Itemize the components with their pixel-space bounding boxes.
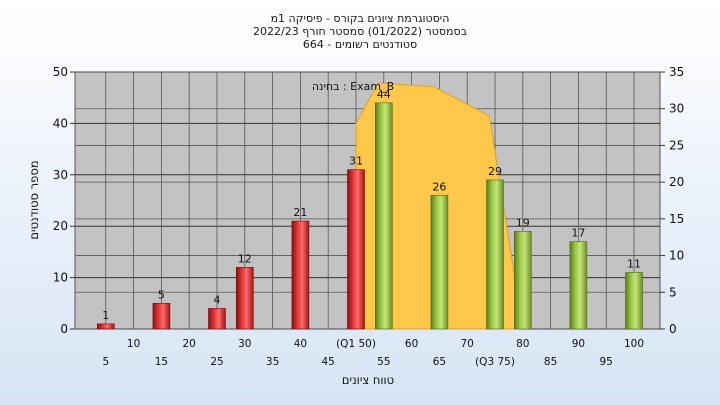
y-tick-label: 20: [53, 219, 68, 233]
x-tick-lower: (Q3 75): [475, 356, 515, 368]
y2-tick-label: 25: [669, 138, 684, 152]
bar-label-65: 26: [432, 180, 446, 193]
y-tick-label: 10: [53, 271, 68, 285]
y2-tick-label: 20: [669, 175, 684, 189]
x-tick-lower: 85: [544, 356, 557, 368]
x-tick-upper: 80: [516, 338, 529, 350]
y-axis-title: מספר סטודנטים: [27, 160, 41, 239]
bar-5: [97, 323, 115, 330]
title-line-1: היסטוגרמת ציונים בקורס - פיסיקה 1מ: [271, 12, 450, 25]
bar-label-15: 5: [158, 288, 165, 301]
x-tick-upper: 60: [405, 338, 418, 350]
bar-75: [486, 179, 504, 330]
bar-label-25: 4: [214, 293, 221, 306]
bar-labels: 1 5 4 12 21 31 44 26 29 19 17 11: [102, 88, 641, 322]
y2-tick-label: 35: [669, 65, 684, 79]
y-tick-label: 0: [60, 322, 68, 336]
x-tick-lower: 15: [155, 356, 168, 368]
exam-label: בחינה : Exam_B: [312, 80, 394, 93]
bar-label-5: 1: [102, 309, 109, 322]
y-tick-label: 40: [53, 116, 68, 130]
bar-90: [569, 241, 588, 330]
bar-30: [236, 267, 254, 330]
bar-label-40: 21: [293, 206, 307, 219]
y2-tick-label: 5: [669, 285, 677, 299]
x-axis: 10 20 30 40 (Q1 50) 60 70 80 90 100 5 15 25 35 45 55 65 (…: [102, 338, 644, 368]
y-tick-label: 50: [53, 65, 68, 79]
title-line-2: בסמסטר (01/2022) סמסטר חורף 2022/23: [253, 25, 467, 38]
bar-50: [347, 169, 365, 330]
x-tick-upper: 90: [572, 338, 585, 350]
y2-tick-label: 10: [669, 249, 684, 263]
bar-65: [430, 195, 449, 330]
x-tick-lower: 45: [322, 356, 335, 368]
bar-label-80: 19: [516, 216, 530, 229]
x-tick-upper: 70: [461, 338, 474, 350]
bar-label-50: 31: [349, 155, 363, 168]
y2-tick-label: 15: [669, 212, 684, 226]
bar-label-75: 29: [488, 165, 502, 178]
x-tick-upper: 100: [624, 338, 644, 350]
x-tick-lower: 55: [377, 356, 390, 368]
x-tick-upper: 40: [294, 338, 307, 350]
x-tick-upper: (Q1 50): [336, 338, 376, 350]
bar-label-90: 17: [571, 227, 585, 240]
bar-80: [513, 231, 532, 330]
bar-label-30: 12: [238, 252, 252, 265]
x-axis-title: טווח ציונים: [342, 373, 394, 387]
bar-15: [152, 302, 171, 330]
y-tick-label: 30: [53, 168, 68, 182]
y-axis-left: 0 10 20 30 40 50: [53, 65, 75, 336]
bar-100: [625, 272, 643, 330]
chart-title: היסטוגרמת ציונים בקורס - פיסיקה 1מ בסמסט…: [253, 12, 467, 51]
x-tick-lower: 5: [102, 356, 109, 368]
title-line-3: סטודנטים רשומים - 664: [303, 38, 417, 51]
x-tick-lower: 95: [600, 356, 613, 368]
bar-25: [208, 308, 226, 330]
x-tick-upper: 30: [238, 338, 251, 350]
bar-55: [374, 102, 393, 330]
x-tick-upper: 20: [183, 338, 196, 350]
x-tick-upper: 10: [127, 338, 140, 350]
x-tick-lower: 35: [266, 356, 279, 368]
x-tick-lower: 65: [433, 356, 446, 368]
x-tick-lower: 25: [210, 356, 223, 368]
y-axis-right: 0 5 10 15 20 25 30 35: [660, 65, 684, 336]
bar-label-55: 44: [377, 88, 391, 101]
bar-40: [291, 220, 310, 330]
bar-label-100: 11: [627, 257, 641, 270]
bars: [97, 102, 643, 330]
y2-tick-label: 0: [669, 322, 677, 336]
y2-tick-label: 30: [669, 102, 684, 116]
